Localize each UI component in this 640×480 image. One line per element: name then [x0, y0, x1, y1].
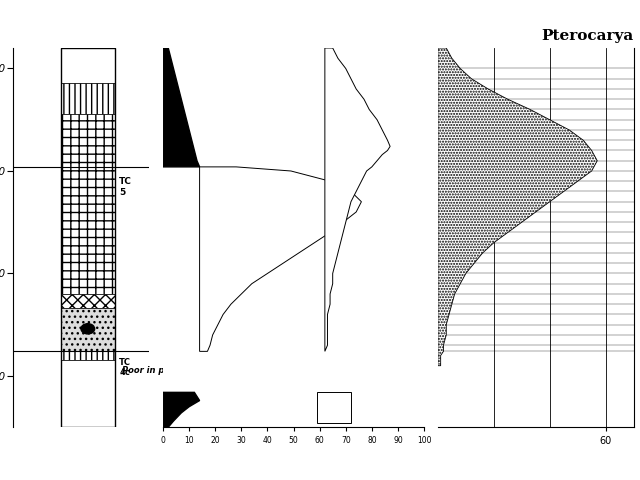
Bar [61, 48, 115, 83]
Polygon shape [163, 392, 200, 427]
Text: TC
5: TC 5 [119, 177, 132, 196]
Bar [61, 294, 115, 308]
Text: Poor in pollen: Poor in pollen [122, 366, 188, 375]
Polygon shape [438, 48, 597, 366]
Bar [61, 114, 115, 294]
Text: TC
4c: TC 4c [119, 358, 131, 377]
Ellipse shape [81, 324, 95, 334]
Polygon shape [200, 167, 362, 351]
Polygon shape [325, 48, 390, 351]
Bar [61, 351, 115, 360]
Bar [61, 308, 115, 351]
Bar [61, 83, 115, 114]
Bar [61, 48, 115, 427]
Bar [317, 392, 351, 423]
Polygon shape [163, 48, 200, 167]
Text: Pterocarya: Pterocarya [541, 29, 634, 43]
Bar [61, 360, 115, 427]
